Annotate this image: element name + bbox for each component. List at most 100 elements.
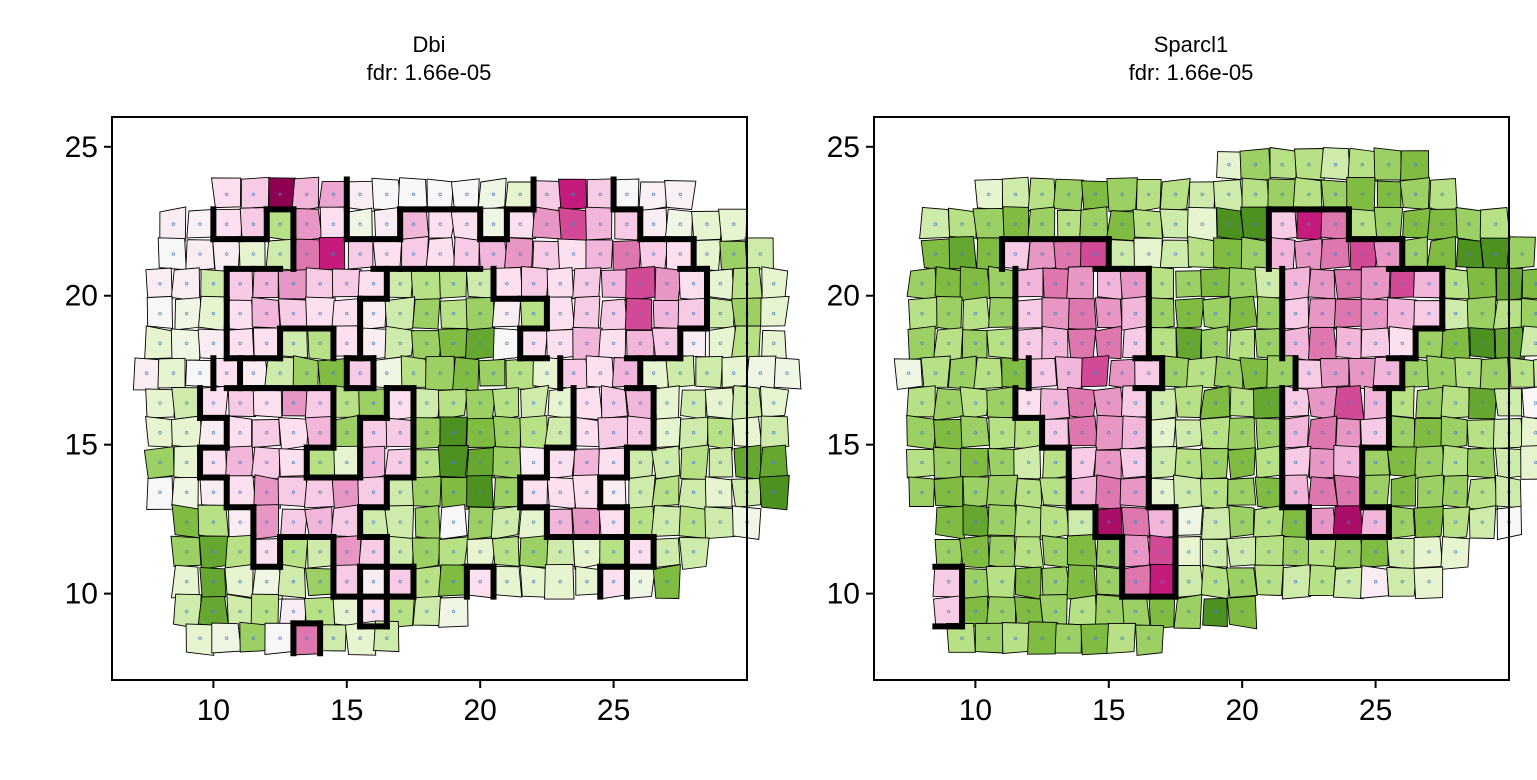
spot-centroid [1133,520,1138,524]
spot-centroid [1453,550,1458,554]
spot-centroid [585,460,589,465]
spot-centroid [1240,609,1244,614]
spot-centroid [785,371,789,375]
spot-centroid [331,222,336,226]
spot-centroid [987,371,991,375]
spot-centroid [1347,401,1351,405]
spot-cell [1159,177,1191,212]
spot-centroid [1120,222,1124,226]
spot-centroid [1187,341,1191,346]
spot-centroid [1160,580,1164,584]
spot-centroid [1067,222,1071,226]
spot-centroid [1027,520,1031,524]
spot-cell [171,476,199,510]
spot-cell [959,447,989,481]
spot-centroid [1293,580,1298,584]
x-tick-label: 10 [197,694,230,727]
spot-cell [439,504,468,540]
chart-title-gene: Dbi [412,32,445,57]
spot-centroid [691,520,696,524]
spot-centroid [1107,490,1111,494]
spot-centroid [718,401,722,405]
spot-centroid [238,341,242,346]
spot-centroid [625,192,629,197]
spot-centroid [1000,609,1004,614]
spot-cell [171,415,202,449]
spot-cell [1066,564,1097,600]
spot-centroid [345,401,349,405]
spot-cell [1347,147,1378,182]
spot-centroid [558,550,562,554]
spot-centroid [211,282,216,286]
spot-centroid [291,520,296,524]
spot-centroid [1347,520,1351,524]
spot-centroid [185,550,189,554]
spot-cell [1121,506,1151,539]
spot-centroid [920,490,924,494]
spot-centroid [1053,401,1058,405]
spot-centroid [1453,460,1458,465]
spot-centroid [665,311,669,316]
spot-cell [1027,240,1058,272]
spot-centroid [398,431,402,435]
spot-cell [1506,236,1536,270]
spot-centroid [678,252,682,256]
y-tick-label: 15 [827,429,860,462]
spot-centroid [1253,163,1258,167]
spot-centroid [705,222,709,226]
spot-centroid [1307,252,1311,256]
spot-centroid [425,282,429,286]
spot-cell [412,449,443,480]
spot-centroid [1133,282,1138,286]
spot-cell [1521,268,1537,300]
spot-cell [371,177,403,212]
spot-centroid [1267,550,1271,554]
spot-cell [1307,268,1336,300]
spot-centroid [598,371,602,375]
spot-cell [695,355,724,389]
spot-cell [893,358,923,390]
spot-centroid [1427,282,1431,286]
spot-centroid [545,252,549,256]
spot-centroid [425,431,429,435]
spot-centroid [1307,371,1311,375]
spot-centroid [1253,222,1258,226]
spot-centroid [1400,490,1404,494]
spot-centroid [505,401,509,405]
spot-cell [145,267,173,301]
spot-cell [1067,386,1097,421]
spot-cell [1133,237,1163,272]
spot-centroid [1013,371,1018,375]
spot-centroid [571,371,576,375]
spot-cell [1227,477,1257,506]
spot-cell [932,565,962,598]
spot-cell [1175,327,1202,361]
spot-centroid [1000,580,1004,584]
spot-centroid [1467,222,1471,226]
spot-centroid [1320,311,1324,316]
spot-centroid [1213,311,1218,316]
spot-centroid [518,371,522,375]
spot-centroid [1160,490,1164,494]
spot-centroid [145,371,149,375]
spot-centroid [1053,520,1058,524]
spot-cell [1066,266,1095,300]
spot-cell [1360,266,1391,302]
spot-centroid [318,401,322,405]
spot-cell [1441,474,1469,509]
spot-centroid [398,609,402,614]
spot-centroid [1320,341,1324,346]
spot-centroid [1027,609,1031,614]
spot-centroid [947,311,951,316]
spot-centroid [947,520,951,524]
spot-centroid [772,282,776,286]
spot-centroid [371,490,376,494]
spot-centroid [478,460,482,465]
spot-centroid [1347,490,1351,494]
spot-centroid [545,192,549,197]
spot-centroid [718,282,722,286]
spot-cell [708,446,734,478]
spot-centroid [318,490,322,494]
spot-centroid [158,311,162,316]
spot-centroid [1347,550,1351,554]
